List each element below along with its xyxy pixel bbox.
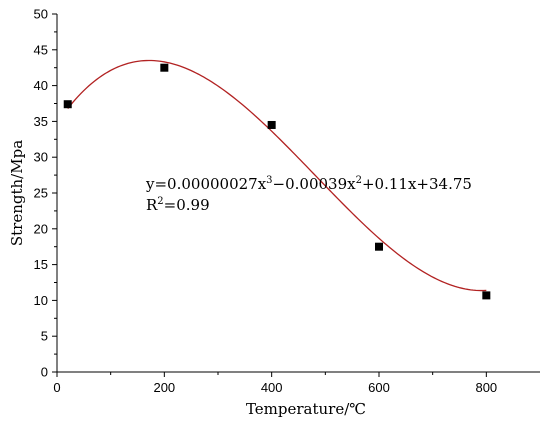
x-tick-label: 400 bbox=[261, 380, 283, 395]
y-tick-label: 50 bbox=[34, 7, 48, 22]
y-tick-label: 20 bbox=[34, 221, 48, 236]
data-point bbox=[267, 120, 276, 129]
y-tick-label: 35 bbox=[34, 114, 48, 129]
data-point bbox=[482, 291, 491, 300]
y-tick-label: 15 bbox=[34, 257, 48, 272]
y-axis-title: Strength/Mpa bbox=[8, 140, 26, 246]
y-tick-label: 10 bbox=[34, 293, 48, 308]
y-tick-label: 5 bbox=[41, 329, 48, 344]
y-tick-label: 25 bbox=[34, 186, 48, 201]
fit-curve bbox=[67, 59, 487, 292]
data-point bbox=[63, 100, 72, 109]
x-tick-label: 800 bbox=[475, 380, 497, 395]
data-point bbox=[160, 63, 169, 72]
y-tick-label: 0 bbox=[41, 365, 48, 380]
x-tick-label: 600 bbox=[368, 380, 390, 395]
y-tick-label: 30 bbox=[34, 150, 48, 165]
data-point bbox=[375, 242, 383, 251]
y-tick-label: 45 bbox=[34, 42, 48, 57]
axes bbox=[56, 14, 540, 373]
x-axis-title: Temperature/℃ bbox=[246, 400, 366, 418]
y-tick-label: 40 bbox=[34, 78, 48, 93]
fit-equation: y=0.00000027x3−0.00039x2+0.11x+34.75 bbox=[145, 175, 472, 193]
x-tick-label: 200 bbox=[153, 380, 175, 395]
ticks: 0 5 10 15 20 25 30 35 40 45 50 0 200 400 600 800 bbox=[34, 7, 498, 396]
x-tick-label: 0 bbox=[53, 380, 60, 395]
data-points bbox=[63, 63, 491, 300]
r-squared: R2=0.99 bbox=[146, 196, 210, 214]
